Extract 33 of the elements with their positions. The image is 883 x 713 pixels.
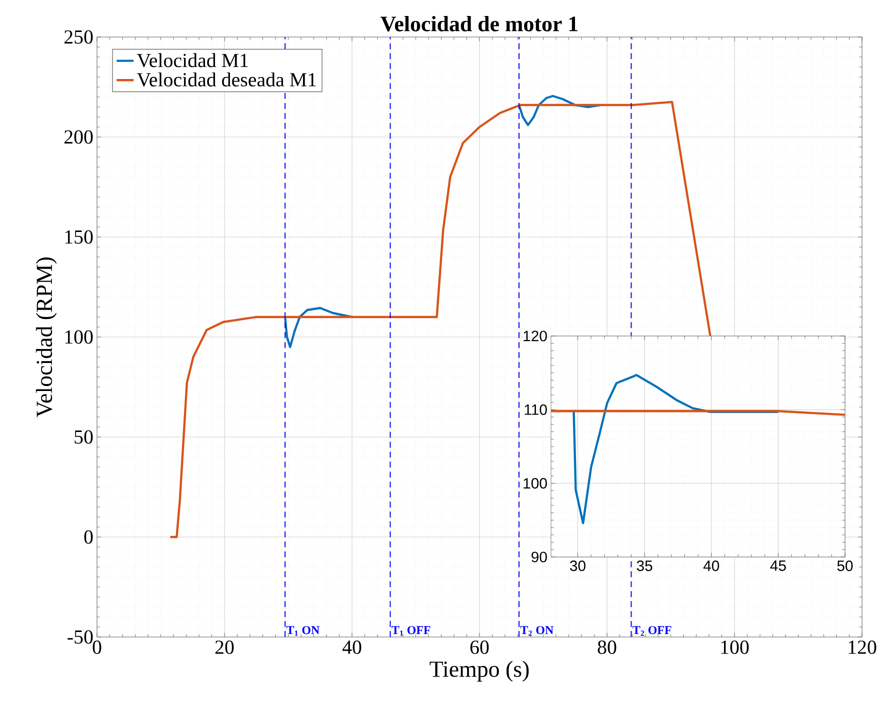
ref-line-label: T$_{2}$ OFF [632, 626, 672, 636]
y-tick-label: 150 [65, 230, 93, 244]
x-tick-label: 30 [570, 560, 586, 572]
x-tick-label: 60 [470, 640, 489, 654]
line-series [572, 374, 780, 524]
ref-line-label: T$_{2}$ ON [520, 626, 554, 636]
x-tick-label: 20 [215, 640, 234, 654]
x-tick-label: 40 [703, 560, 720, 572]
y-tick-label: 110 [524, 404, 547, 415]
x-tick-label: 100 [721, 640, 749, 654]
chart-title: Velocidad de motor 1 [380, 16, 578, 32]
x-tick-label: 50 [837, 560, 853, 572]
x-axis-title: Tiempo (s) [430, 660, 529, 682]
x-tick-label: 40 [342, 640, 362, 654]
y-tick-label: -50 [68, 630, 93, 644]
x-tick-label: 35 [636, 560, 652, 572]
x-tick-label: 120 [848, 640, 876, 654]
y-tick-label: 200 [64, 130, 93, 144]
legend-label: Velocidad M1 [136, 53, 248, 68]
y-axis-title: Velocidad (RPM) [36, 257, 57, 418]
y-tick-label: 250 [64, 30, 93, 44]
y-tick-label: 100 [65, 330, 93, 344]
x-tick-label: 45 [770, 560, 786, 571]
y-tick-label: 0 [84, 530, 93, 544]
y-tick-label: 50 [74, 430, 93, 444]
y-tick-label: 120 [524, 330, 547, 342]
ref-line-label: T$_{1}$ ON [286, 626, 320, 636]
x-tick-label: 0 [92, 640, 102, 654]
legend-label: Velocidad deseada M1 [136, 72, 316, 87]
y-tick-label: 90 [532, 552, 547, 562]
x-tick-label: 80 [598, 640, 616, 654]
ref-line-label: T$_{1}$ OFF [392, 626, 430, 636]
y-tick-label: 100 [524, 478, 547, 489]
